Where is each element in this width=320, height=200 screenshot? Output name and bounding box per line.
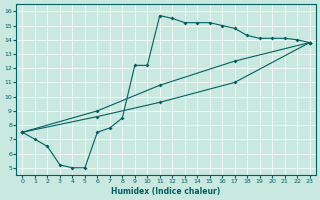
X-axis label: Humidex (Indice chaleur): Humidex (Indice chaleur): [111, 187, 221, 196]
